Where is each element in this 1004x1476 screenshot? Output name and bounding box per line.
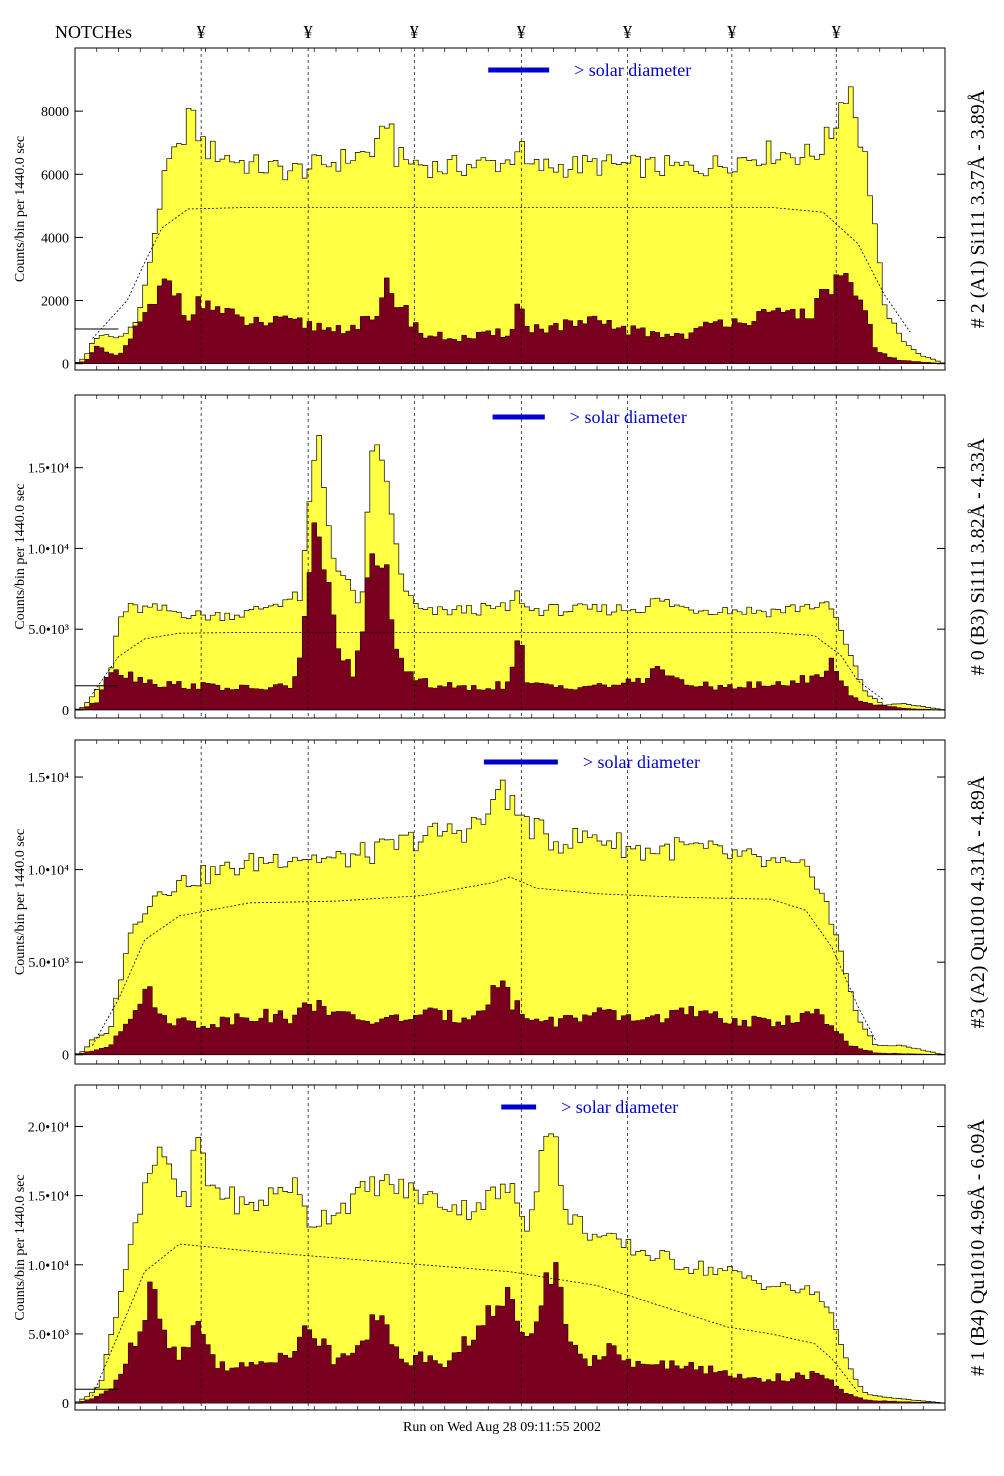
total-counts-histogram [74, 435, 946, 711]
chart-panels: 0 2000 4000 6000 8000 Counts/bin per 1440.0 s… [13, 47, 989, 1412]
run-timestamp: Run on Wed Aug 28 09:11:55 2002 [403, 1420, 601, 1435]
y-tick-label: 8000 [41, 105, 69, 120]
y-tick-label: 0 [62, 704, 69, 719]
y-tick-label: 0 [62, 1049, 69, 1064]
y-tick-label: 2000 [41, 295, 69, 310]
model-curve [92, 876, 876, 1046]
y-tick-label: 1.5•10⁴ [28, 1190, 69, 1205]
solar-diameter-label: > solar diameter [561, 1097, 678, 1117]
spectrum-panel-1: 0 2000 4000 6000 8000 Counts/bin per 1440.0 s… [13, 47, 989, 373]
y-tick-label: 4000 [41, 231, 69, 246]
panel-label: # 0 (B3) Si111 3.82Å - 4.33Å [967, 437, 989, 675]
solar-diameter-label: > solar diameter [570, 407, 687, 427]
notch-symbol: ¥ [304, 22, 313, 42]
total-counts-histogram [74, 86, 946, 365]
notches-label: NOTCHes [55, 22, 132, 42]
y-axis-label: Counts/bin per 1440.0 sec [13, 1174, 28, 1320]
y-tick-label: 5.0•10³ [28, 956, 69, 971]
component-histogram [74, 1262, 946, 1404]
component-histogram [74, 522, 946, 711]
component-histogram [74, 273, 946, 364]
solar-diameter-label: > solar diameter [574, 60, 691, 80]
y-tick-label: 0 [62, 358, 69, 373]
y-tick-label: 1.0•10⁴ [28, 864, 69, 879]
model-curve [92, 207, 911, 339]
y-tick-label: 1.0•10⁴ [28, 1259, 69, 1274]
spectrum-panel-4: 0 5.0•10³ 1.0•10⁴ 1.5•10⁴ 2.0•10⁴ Counts/bin … [13, 1084, 989, 1412]
panel-label: # 1 (B4) Qu1010 4.96Å - 6.09Å [967, 1119, 989, 1376]
y-tick-label: 1.5•10⁴ [28, 462, 69, 477]
notch-symbol: ¥ [727, 22, 736, 42]
component-histogram [74, 980, 946, 1055]
notch-symbol: ¥ [410, 22, 419, 42]
y-axis-label: Counts/bin per 1440.0 sec [13, 829, 28, 975]
y-tick-label: 0 [62, 1397, 69, 1412]
notch-symbol: ¥ [832, 22, 841, 42]
total-counts-histogram [74, 779, 946, 1056]
y-tick-label: 1.0•10⁴ [28, 542, 69, 557]
y-tick-label: 1.5•10⁴ [28, 771, 69, 786]
panel-label: #3 (A2) Qu1010 4.31Å - 4.89Å [967, 775, 989, 1028]
notch-symbol: ¥ [623, 22, 632, 42]
solar-diameter-label: > solar diameter [583, 752, 700, 772]
y-tick-label: 5.0•10³ [28, 1328, 69, 1343]
panel-label: # 2 (A1) Si111 3.37Å - 3.89Å [967, 89, 989, 328]
y-tick-label: 2.0•10⁴ [28, 1120, 69, 1135]
y-axis-label: Counts/bin per 1440.0 sec [13, 136, 28, 282]
model-curve [92, 632, 885, 701]
notch-symbol: ¥ [517, 22, 526, 42]
notch-symbol: ¥ [197, 22, 206, 42]
model-curve [92, 1243, 859, 1397]
y-tick-label: 6000 [41, 168, 69, 183]
spectrum-panel-3: 0 5.0•10³ 1.0•10⁴ 1.5•10⁴ Counts/bin per 144… [13, 739, 989, 1065]
y-axis-label: Counts/bin per 1440.0 sec [13, 483, 28, 629]
y-tick-label: 5.0•10³ [28, 623, 69, 638]
total-counts-histogram [74, 1133, 946, 1404]
notch-markers: ¥ ¥ ¥ ¥ ¥ ¥ ¥ [197, 22, 841, 42]
